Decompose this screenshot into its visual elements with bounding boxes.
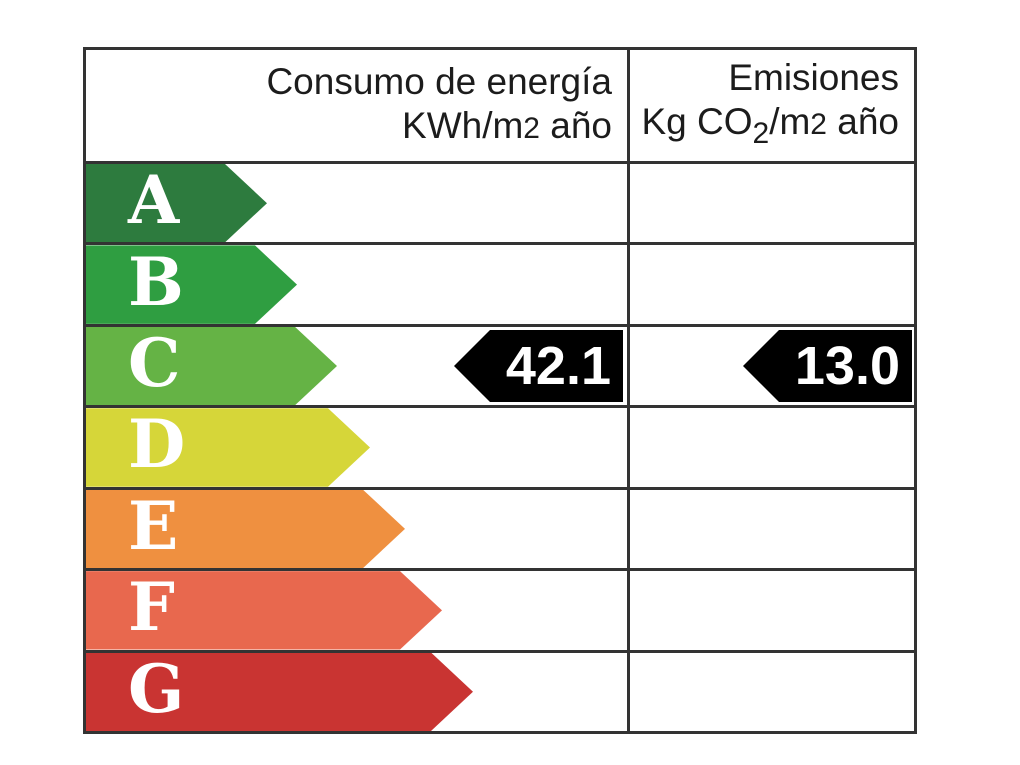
consumption-column-header: Consumo de energía KWh/m2 año (86, 50, 627, 161)
consumption-value-marker-arrow: 42.1 (454, 330, 623, 403)
rating-row-d: D (86, 405, 914, 487)
rating-bar-g: G (86, 653, 473, 731)
consumption-header-units: KWh/m2 año (402, 105, 612, 146)
consumption-header-title: Consumo de energía (266, 61, 612, 102)
rating-bar-b: B (86, 245, 297, 323)
consumption-value: 42.1 (505, 336, 611, 397)
rating-row-a-consumption-cell: A (86, 164, 627, 242)
emissions-value: 13.0 (794, 336, 900, 397)
rating-row-f-consumption-cell: F (86, 571, 627, 649)
emissions-column-header: Emisiones Kg CO2/m2 año (627, 50, 914, 161)
rating-row-g-emissions-cell (627, 652, 914, 731)
rating-letter-b: B (128, 242, 184, 321)
rating-letter-f: F (128, 568, 175, 647)
rating-letter-e: E (128, 486, 179, 565)
rating-bar-a: A (86, 164, 267, 242)
rating-row-b: B (86, 242, 914, 324)
rating-row-b-consumption-cell: B (86, 245, 627, 323)
rating-letter-d: D (128, 405, 186, 484)
rating-letter-c: C (128, 324, 181, 403)
rating-row-c-consumption-cell: C 42.1 (86, 327, 627, 405)
emissions-unit-subscript: 2 (752, 116, 770, 150)
rating-bar-d: D (86, 408, 370, 486)
rating-row-a: A (86, 161, 914, 243)
rating-row-d-emissions-cell (627, 408, 914, 487)
rating-row-a-emissions-cell (627, 164, 914, 243)
rating-bar-e: E (86, 490, 405, 568)
rating-row-f: F (86, 568, 914, 650)
emissions-unit-exponent: 2 (810, 107, 827, 141)
rating-letter-a: A (128, 161, 180, 240)
rating-row-g: G (86, 649, 914, 731)
rating-row-g-consumption-cell: G (86, 653, 627, 731)
rating-row-e: E (86, 486, 914, 569)
emissions-value-marker-arrow: 13.0 (743, 330, 912, 403)
emissions-header-title: Emisiones (728, 56, 899, 98)
energy-rating-table: Consumo de energía KWh/m2 año Emisiones … (83, 47, 917, 734)
consumption-unit-exponent: 2 (523, 112, 540, 145)
rating-bar-f: F (86, 571, 442, 649)
rating-row-c: C 42.1 13.0 (86, 323, 914, 406)
rating-row-e-emissions-cell (627, 489, 914, 569)
rating-row-b-emissions-cell (627, 245, 914, 324)
rating-row-e-consumption-cell: E (86, 490, 627, 568)
rating-row-f-emissions-cell (627, 571, 914, 650)
rating-bar-c: C (86, 327, 337, 405)
rating-row-c-emissions-cell: 13.0 (627, 326, 914, 406)
rating-letter-g: G (128, 649, 185, 728)
rating-row-d-consumption-cell: D (86, 408, 627, 486)
header-row: Consumo de energía KWh/m2 año Emisiones … (86, 50, 914, 161)
emissions-header-units: Kg CO2/m2 año (641, 100, 899, 150)
